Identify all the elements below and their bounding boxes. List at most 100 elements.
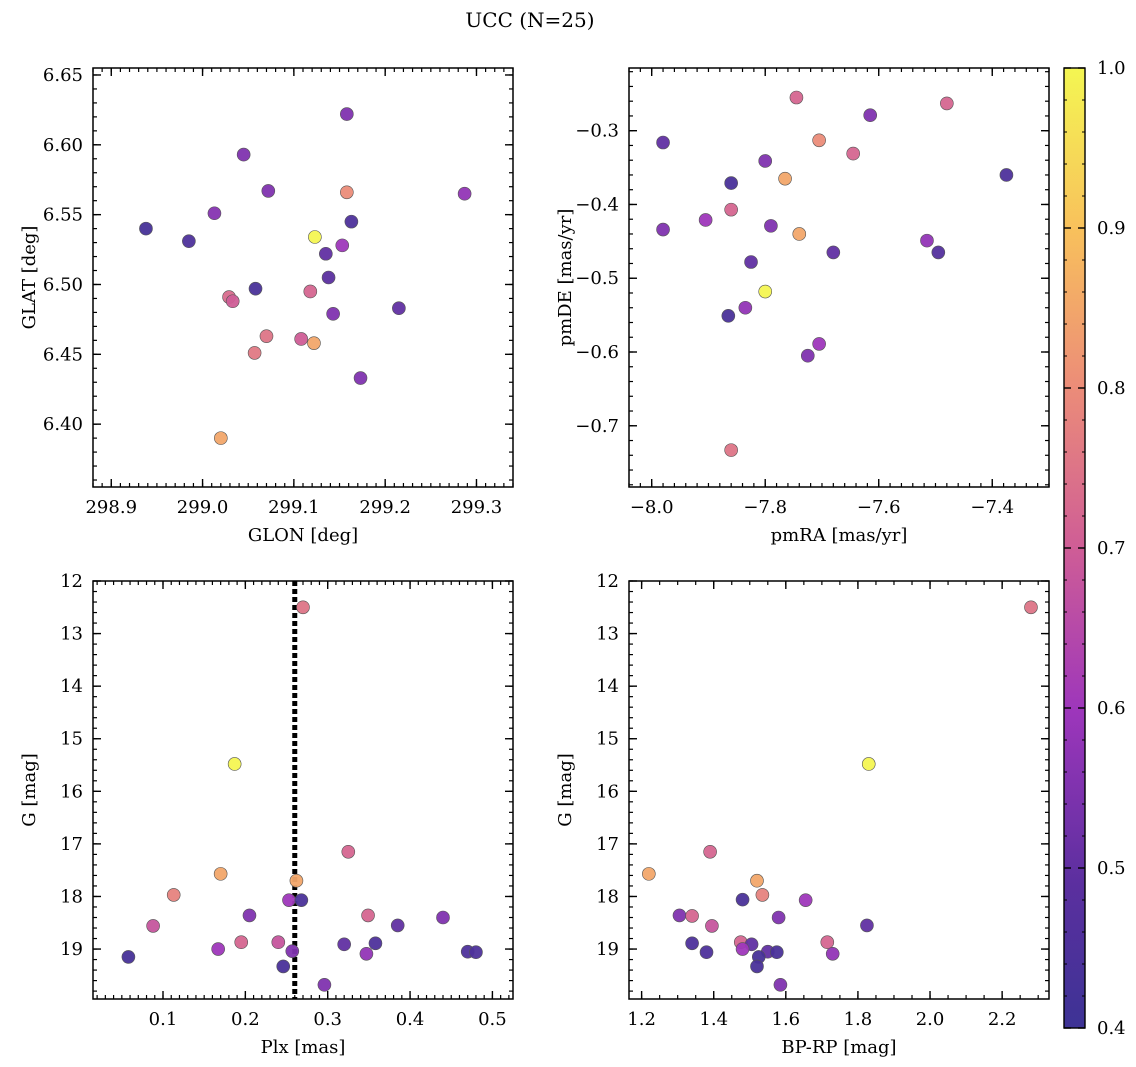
scatter-point <box>307 336 321 350</box>
x-tick-label: 1.4 <box>699 1009 728 1030</box>
scatter-point <box>738 300 753 315</box>
scatter-point <box>225 294 240 309</box>
scatter-point <box>792 227 807 241</box>
y-tick-label: 12 <box>60 571 83 592</box>
scatter-point <box>214 431 228 445</box>
plot-frame <box>628 67 1050 488</box>
scatter-point <box>812 337 826 351</box>
minor-ticks <box>629 580 1049 999</box>
scatter-point <box>321 270 336 285</box>
x-tick-label: 1.2 <box>627 1009 656 1030</box>
x-tick-label: −7.6 <box>857 497 901 518</box>
panel-cmd: 1.2 1.4 1.6 1.8 2.0 2.2 12 13 14 15 16 17 18 19 BP-RP … <box>555 571 1050 1058</box>
panel-radec: 298.9 299.0 299.1 299.2 299.3 6.40 6.45 6.50 6.5… <box>19 65 514 546</box>
scatter-point <box>359 946 374 961</box>
scatter-point <box>771 910 786 925</box>
colorbar-tick-label: 0.9 <box>1097 218 1126 239</box>
scatter-point <box>999 168 1014 182</box>
y-tick-label: 6.60 <box>43 135 83 156</box>
scatter-point <box>296 600 310 615</box>
scatter-point <box>392 301 406 316</box>
scatter-points <box>656 90 1014 457</box>
x-tick-label: 2.0 <box>916 1009 945 1030</box>
scatter-point <box>764 219 778 233</box>
y-tick-label: −0.4 <box>575 194 619 215</box>
scatter-point <box>750 873 764 888</box>
scatter-point <box>861 757 876 771</box>
colorbar-tick-label: 0.6 <box>1097 698 1126 719</box>
scatter-point <box>825 946 840 961</box>
y-axis-label: GLAT [deg] <box>19 226 40 330</box>
scatter-point <box>326 307 340 321</box>
y-tick-label: −0.7 <box>575 416 619 437</box>
scatter-points <box>642 600 1038 992</box>
scatter-point <box>758 284 773 299</box>
scatter-point <box>340 107 354 121</box>
x-axis-label: GLON [deg] <box>248 525 358 546</box>
x-tick-label: 0.4 <box>396 1009 425 1030</box>
y-tick-label: 15 <box>60 729 83 750</box>
scatter-point <box>698 213 713 227</box>
scatter-point <box>361 908 375 923</box>
scatter-point <box>735 892 750 907</box>
scatter-point <box>860 918 874 933</box>
y-tick-label: 6.45 <box>43 344 83 365</box>
scatter-point <box>294 332 308 346</box>
scatter-point <box>294 893 309 907</box>
colorbar-tick-label: 0.8 <box>1097 378 1126 399</box>
colorbar: 0.4 0.5 0.6 0.7 0.8 0.9 1.0 <box>1063 58 1126 1039</box>
plot-frame <box>92 67 514 488</box>
scatter-point <box>248 281 263 296</box>
scatter-point <box>744 255 758 269</box>
scatter-point <box>721 309 736 323</box>
y-tick-label: 19 <box>596 939 619 960</box>
y-tick-label: −0.5 <box>575 268 619 289</box>
colorbar-tick-label: 0.4 <box>1097 1018 1126 1039</box>
y-axis-label: G [mag] <box>555 753 576 826</box>
y-tick-label: 18 <box>60 886 83 907</box>
scatter-point <box>317 978 332 992</box>
scatter-point <box>213 867 228 881</box>
scatter-point <box>319 246 333 261</box>
x-tick-label: 1.8 <box>844 1009 873 1030</box>
scatter-point <box>469 945 483 960</box>
scatter-point <box>276 959 291 974</box>
scatter-point <box>436 910 450 925</box>
x-tick-label: 0.1 <box>149 1009 178 1030</box>
scatter-point <box>705 919 719 933</box>
scatter-point <box>211 942 225 956</box>
y-axis-label: pmDE [mas/yr] <box>555 209 576 347</box>
scatter-points <box>121 600 483 992</box>
scatter-point <box>285 944 300 958</box>
scatter-point <box>703 844 717 859</box>
scatter-point <box>340 185 354 200</box>
plot-frame <box>628 580 1050 1000</box>
colorbar-tick-label: 0.7 <box>1097 538 1126 559</box>
scatter-point <box>344 214 359 229</box>
scatter-point <box>863 108 878 123</box>
scatter-point <box>259 329 274 343</box>
x-axis-label: pmRA [mas/yr] <box>771 525 908 546</box>
y-tick-label: 16 <box>596 781 619 802</box>
panel-plx-g: 0.1 0.2 0.3 0.4 0.5 12 13 14 15 16 17 18 19 Plx [mas]… <box>19 571 514 1058</box>
scatter-point <box>724 176 738 190</box>
y-tick-label: −0.6 <box>575 342 619 363</box>
x-tick-label: 298.9 <box>85 497 137 518</box>
y-tick-label: −0.3 <box>575 121 619 142</box>
scatter-point <box>368 936 383 951</box>
scatter-point <box>337 937 351 952</box>
scatter-point <box>798 893 813 907</box>
y-tick-label: 13 <box>596 624 619 645</box>
scatter-point <box>773 978 788 992</box>
minor-ticks <box>93 580 513 999</box>
scatter-point <box>227 757 242 771</box>
scatter-point <box>820 935 835 950</box>
x-tick-label: −7.4 <box>970 497 1014 518</box>
scatter-point <box>207 206 222 221</box>
scatter-point <box>826 245 841 260</box>
scatter-point <box>724 202 738 217</box>
y-tick-label: 6.55 <box>43 205 83 226</box>
scatter-point <box>234 935 249 950</box>
x-tick-label: 0.2 <box>231 1009 260 1030</box>
y-tick-label: 17 <box>596 834 619 855</box>
